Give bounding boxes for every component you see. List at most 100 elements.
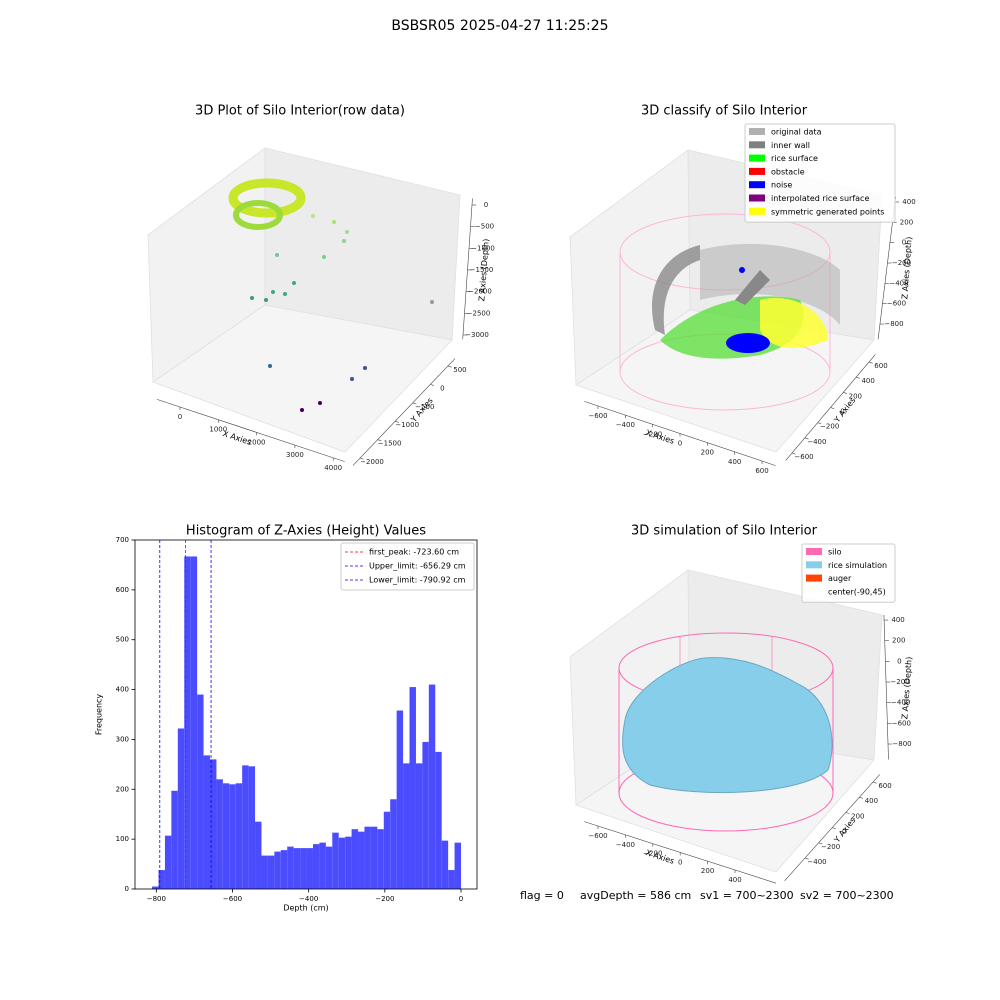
z-tick-label: −2500 [467, 309, 491, 317]
x-tick-label: 200 [701, 449, 714, 457]
legend-box [744, 123, 896, 223]
hist-bar [222, 783, 230, 889]
x-tick-label: 2000 [248, 438, 266, 446]
x-tick-label: −600 [223, 895, 242, 903]
z-axis-label: Z Axies (Depth) [900, 236, 913, 299]
hist-bar [390, 799, 397, 889]
hist-bar [229, 784, 236, 889]
tick-mark [791, 452, 796, 455]
tick-mark [845, 812, 850, 814]
tick-mark [872, 781, 877, 784]
x-tick-label: −800 [147, 895, 166, 903]
footer-text: avgDepth = 586 cm [580, 889, 691, 902]
y-tick-label: −200 [821, 843, 840, 851]
x-tick-label: 1000 [209, 426, 227, 434]
tick-mark [830, 407, 835, 409]
tick-mark [412, 402, 417, 405]
y-tick-label: −200 [820, 423, 839, 431]
z-tick-label: 200 [892, 637, 905, 645]
hist-bar [338, 837, 346, 889]
y-tick-label: 300 [116, 735, 129, 743]
axes-frame [134, 539, 478, 890]
hist-bar [422, 741, 429, 889]
y-tick-label: 0 [125, 885, 129, 893]
hist-bar [216, 779, 223, 889]
hist-bar [152, 886, 159, 889]
legend-label: symmetric generated points [771, 207, 884, 216]
z-axis-line [462, 198, 473, 340]
z-tick-label: 400 [902, 198, 915, 206]
tick-mark [395, 420, 399, 423]
legend-swatch [749, 207, 765, 215]
hist-bar [190, 556, 198, 889]
hist-bar [242, 765, 249, 889]
tick-mark [447, 365, 452, 368]
z-tick-label: 0 [897, 657, 901, 665]
legend-swatch [749, 128, 765, 135]
hist-bar [345, 836, 352, 889]
hist-bar [415, 763, 423, 889]
tick-mark [868, 361, 873, 364]
tick-mark [377, 439, 382, 442]
y-tick-label: 200 [851, 812, 864, 820]
hist-bar [383, 811, 391, 889]
hist-bar [364, 826, 371, 889]
z-tick-label: −800 [884, 320, 903, 328]
footer-text: sv1 = 700~2300 [700, 889, 794, 902]
legend-label: center(-90,45) [828, 587, 886, 596]
hist-bar [293, 848, 301, 889]
footer-text: sv2 = 700~2300 [800, 889, 894, 902]
hist-bar [274, 851, 281, 889]
hist-bar [235, 783, 243, 889]
hist-bar [332, 832, 339, 889]
hist-bar [255, 821, 262, 889]
y-tick-label: 0 [440, 384, 444, 392]
legend-label: original data [771, 128, 822, 137]
legend-swatch [749, 167, 765, 175]
tick-mark [832, 827, 836, 830]
hist-bar [409, 687, 416, 889]
silo-simulation [618, 632, 834, 832]
legend-label: Lower_limit: -790.92 cm [369, 576, 466, 585]
legend-swatch [749, 154, 765, 162]
z-tick-label: −200 [890, 678, 909, 686]
hist-bar [184, 556, 191, 889]
hist-bar [209, 759, 217, 889]
hist-bar [158, 870, 165, 889]
x-tick-label: −400 [616, 421, 635, 429]
hist-bar [287, 846, 294, 889]
y-tick-label: 500 [116, 636, 129, 644]
y-tick-label: −600 [794, 453, 813, 461]
y-axis-line [352, 358, 456, 466]
z-tick-label: −2000 [468, 288, 492, 296]
x-axis-line [156, 399, 345, 462]
x-tick-label: −200 [643, 850, 662, 858]
legend-label: obstacle [771, 167, 805, 176]
tick-mark [856, 376, 860, 379]
z-tick-label: −800 [892, 740, 911, 748]
z-tick-label: −500 [475, 223, 494, 231]
z-tick-label: −600 [892, 719, 911, 727]
y-tick-label: 500 [453, 366, 466, 374]
panel-title: 3D Plot of Silo Interior(row data) [195, 104, 405, 119]
y-tick-label: −1000 [395, 421, 419, 429]
tick-mark [818, 842, 823, 845]
x-tick-label: 0 [678, 440, 682, 448]
legend-swatch [806, 587, 822, 595]
z-tick-label: −400 [889, 279, 908, 287]
x-tick-label: −600 [588, 412, 607, 420]
tick-mark [804, 857, 809, 860]
z-tick-label: 200 [900, 218, 913, 226]
legend-swatch [749, 141, 765, 149]
hist-bar [441, 840, 449, 889]
hist-bar [448, 870, 455, 889]
legend-label: Upper_limit: -656.29 cm [369, 562, 466, 571]
z-axis-line [883, 614, 889, 760]
y-tick-label: −2000 [360, 458, 384, 466]
legend-box [340, 542, 475, 591]
legend-label: interpolated rice surface [771, 194, 869, 203]
hist-bar [358, 831, 365, 889]
legend-box [801, 543, 896, 603]
hist-bar [197, 694, 204, 889]
tick-mark [804, 437, 809, 440]
